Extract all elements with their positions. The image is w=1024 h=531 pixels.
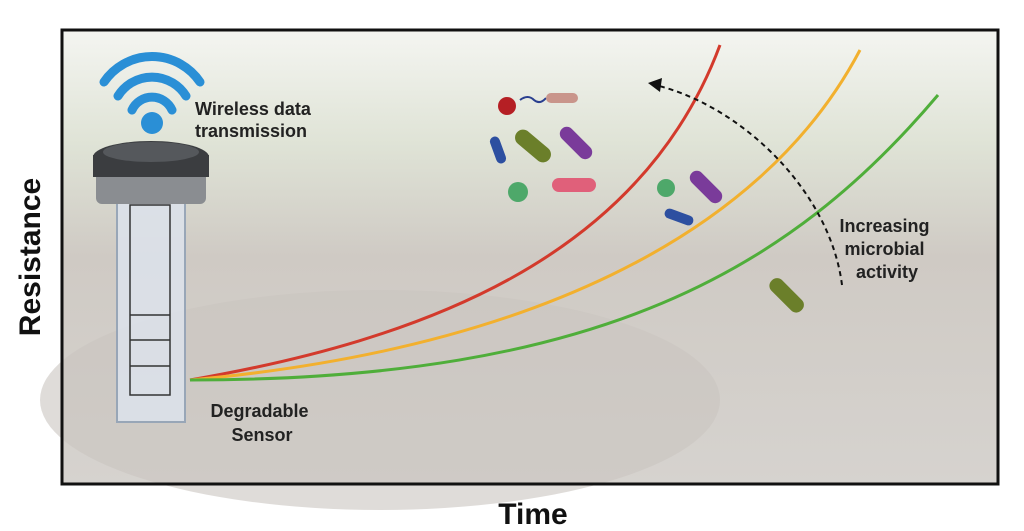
wifi-dot [141, 112, 163, 134]
activity-arrow [654, 84, 843, 286]
label-line: Degradable [210, 401, 308, 421]
x-axis-label: Time [498, 498, 567, 531]
wifi-icon [99, 52, 205, 115]
label-line: Sensor [231, 425, 292, 445]
sensor [93, 141, 209, 423]
wireless-label: Wireless data transmission [195, 99, 316, 141]
y-axis-label: Resistance [14, 178, 47, 336]
label-line: activity [856, 262, 918, 282]
soil-mound [40, 290, 720, 510]
microbial-label: Increasing microbial activity [839, 216, 934, 282]
curve-red [189, 44, 722, 382]
label-line: microbial [844, 239, 924, 259]
curve-green [189, 94, 940, 382]
curve-orange [189, 49, 862, 382]
bacteria [489, 93, 804, 313]
label-line: Wireless data [195, 99, 312, 119]
label-line: Increasing [839, 216, 929, 236]
label-line: transmission [195, 121, 307, 141]
sensor-label: Degradable Sensor [210, 401, 313, 445]
frame [60, 28, 1000, 486]
arrow-head [648, 78, 662, 92]
